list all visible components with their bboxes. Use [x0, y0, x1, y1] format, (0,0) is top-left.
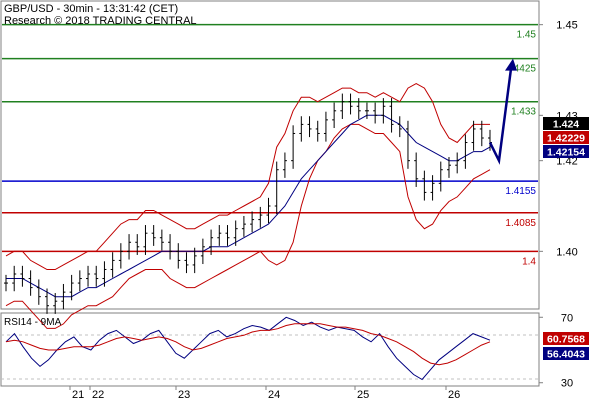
rsi-line — [5, 316, 491, 381]
rsi-panel — [0, 312, 540, 387]
rsi-axis-label-0: 70 — [561, 312, 573, 324]
x-axis-label-2: 23 — [178, 389, 190, 400]
price-axis-label-0: 1.45 — [556, 20, 577, 32]
level-label-4: 1.4085 — [505, 218, 536, 229]
price-axis-label-3: 1.40 — [556, 246, 577, 258]
rsi-tag-bg-1 — [543, 347, 589, 360]
forecast-arrow-line — [488, 68, 513, 165]
level-label-3: 1.4155 — [505, 186, 536, 197]
level-label-1: 4425 — [514, 64, 537, 75]
level-label-2: 1.433 — [511, 107, 536, 118]
level-label-5: 1.4 — [522, 256, 536, 267]
price-axis-label-2: 1.42 — [556, 156, 577, 168]
price-tag-1: 1.42229 — [547, 133, 585, 145]
rsi-ma-line — [5, 323, 491, 366]
price-tag-bg-0 — [543, 117, 589, 130]
x-axis-label-1: 22 — [92, 389, 104, 400]
price-panel — [0, 0, 540, 310]
forecast-arrow-head — [505, 58, 517, 71]
price-tag-bg-1 — [543, 131, 589, 144]
bollinger-upper-line — [5, 83, 490, 270]
x-axis-label-3: 24 — [268, 389, 280, 400]
rsi-tag-1: 56.4043 — [547, 349, 585, 361]
price-tag-2: 1.42154 — [547, 147, 585, 159]
rsi-tag-0: 60.7568 — [547, 334, 585, 346]
price-tag-bg-2 — [543, 145, 589, 158]
rsi-title: RSI14 - 9MA — [4, 317, 62, 328]
level-label-0: 1.45 — [517, 30, 537, 41]
bollinger-lower-line — [5, 123, 491, 329]
chart-subtitle: Research © 2018 TRADING CENTRAL — [4, 15, 197, 27]
rsi-tag-bg-0 — [543, 332, 589, 345]
price-tag-0: 1.424 — [553, 119, 579, 131]
rsi-axis-label-1: 30 — [561, 378, 573, 390]
x-axis-label-0: 21 — [72, 389, 84, 400]
moving-average-line — [6, 114, 491, 298]
x-axis-label-5: 26 — [448, 389, 460, 400]
chart-title: GBP/USD - 30min - 13:31:42 (CET) — [4, 3, 178, 15]
x-axis-label-4: 25 — [357, 389, 369, 400]
